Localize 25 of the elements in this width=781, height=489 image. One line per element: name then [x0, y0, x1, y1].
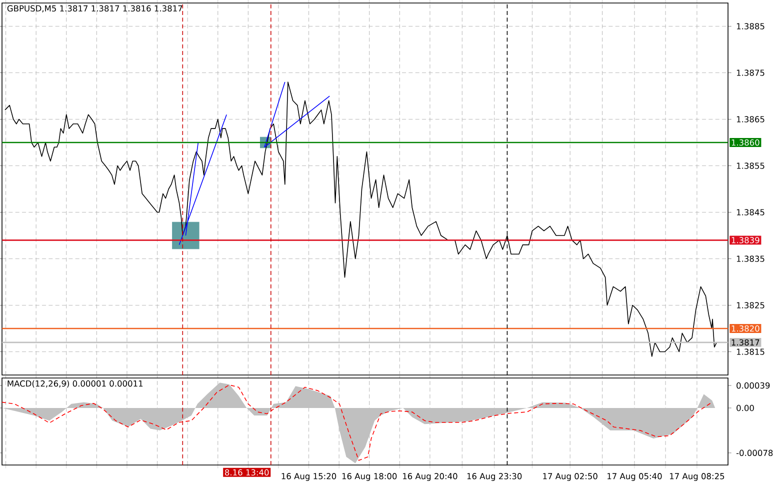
x-tick-label: 16 Aug 20:40: [402, 473, 458, 481]
x-tick-label: 17 Aug 02:50: [543, 473, 598, 481]
ref-line-label: 1.3817: [732, 339, 760, 346]
y-tick-label: -0.00078: [736, 450, 773, 456]
y-tick-label: 1.3865: [736, 116, 764, 122]
y-tick-label: 0.00039: [736, 382, 770, 389]
x-tick-label: 16 Aug 18:00: [342, 473, 397, 481]
x-tick-label: 16 Aug 15:20: [282, 473, 336, 481]
x-tick-label: 16 Aug 23:30: [467, 473, 522, 481]
y-tick-label: 1.3825: [736, 302, 764, 308]
chart-title: GBPUSD,M5 1.3817 1.3817 1.3816 1.3817: [7, 5, 182, 12]
y-tick-label: 0.00: [736, 404, 754, 412]
ref-line-label: 1.3860: [732, 139, 760, 146]
x-tick-label: 17 Aug 05:40: [607, 473, 662, 481]
y-tick-label: 1.3885: [736, 23, 764, 30]
y-tick-label: 1.3875: [736, 70, 764, 76]
chart-title: MACD(12,26,9) 0.00001 0.00011: [8, 380, 143, 388]
ref-line-label: 8.16 13:40: [225, 469, 269, 476]
y-tick-label: 1.3815: [736, 348, 764, 355]
y-tick-label: 1.3835: [736, 256, 764, 262]
y-tick-label: 1.3855: [736, 162, 764, 169]
ref-line-label: 1.3839: [732, 237, 760, 244]
y-tick-label: 1.3845: [736, 209, 764, 216]
x-tick-label: 17 Aug 08:25: [670, 473, 724, 481]
ref-line-label: 1.3820: [732, 325, 760, 332]
